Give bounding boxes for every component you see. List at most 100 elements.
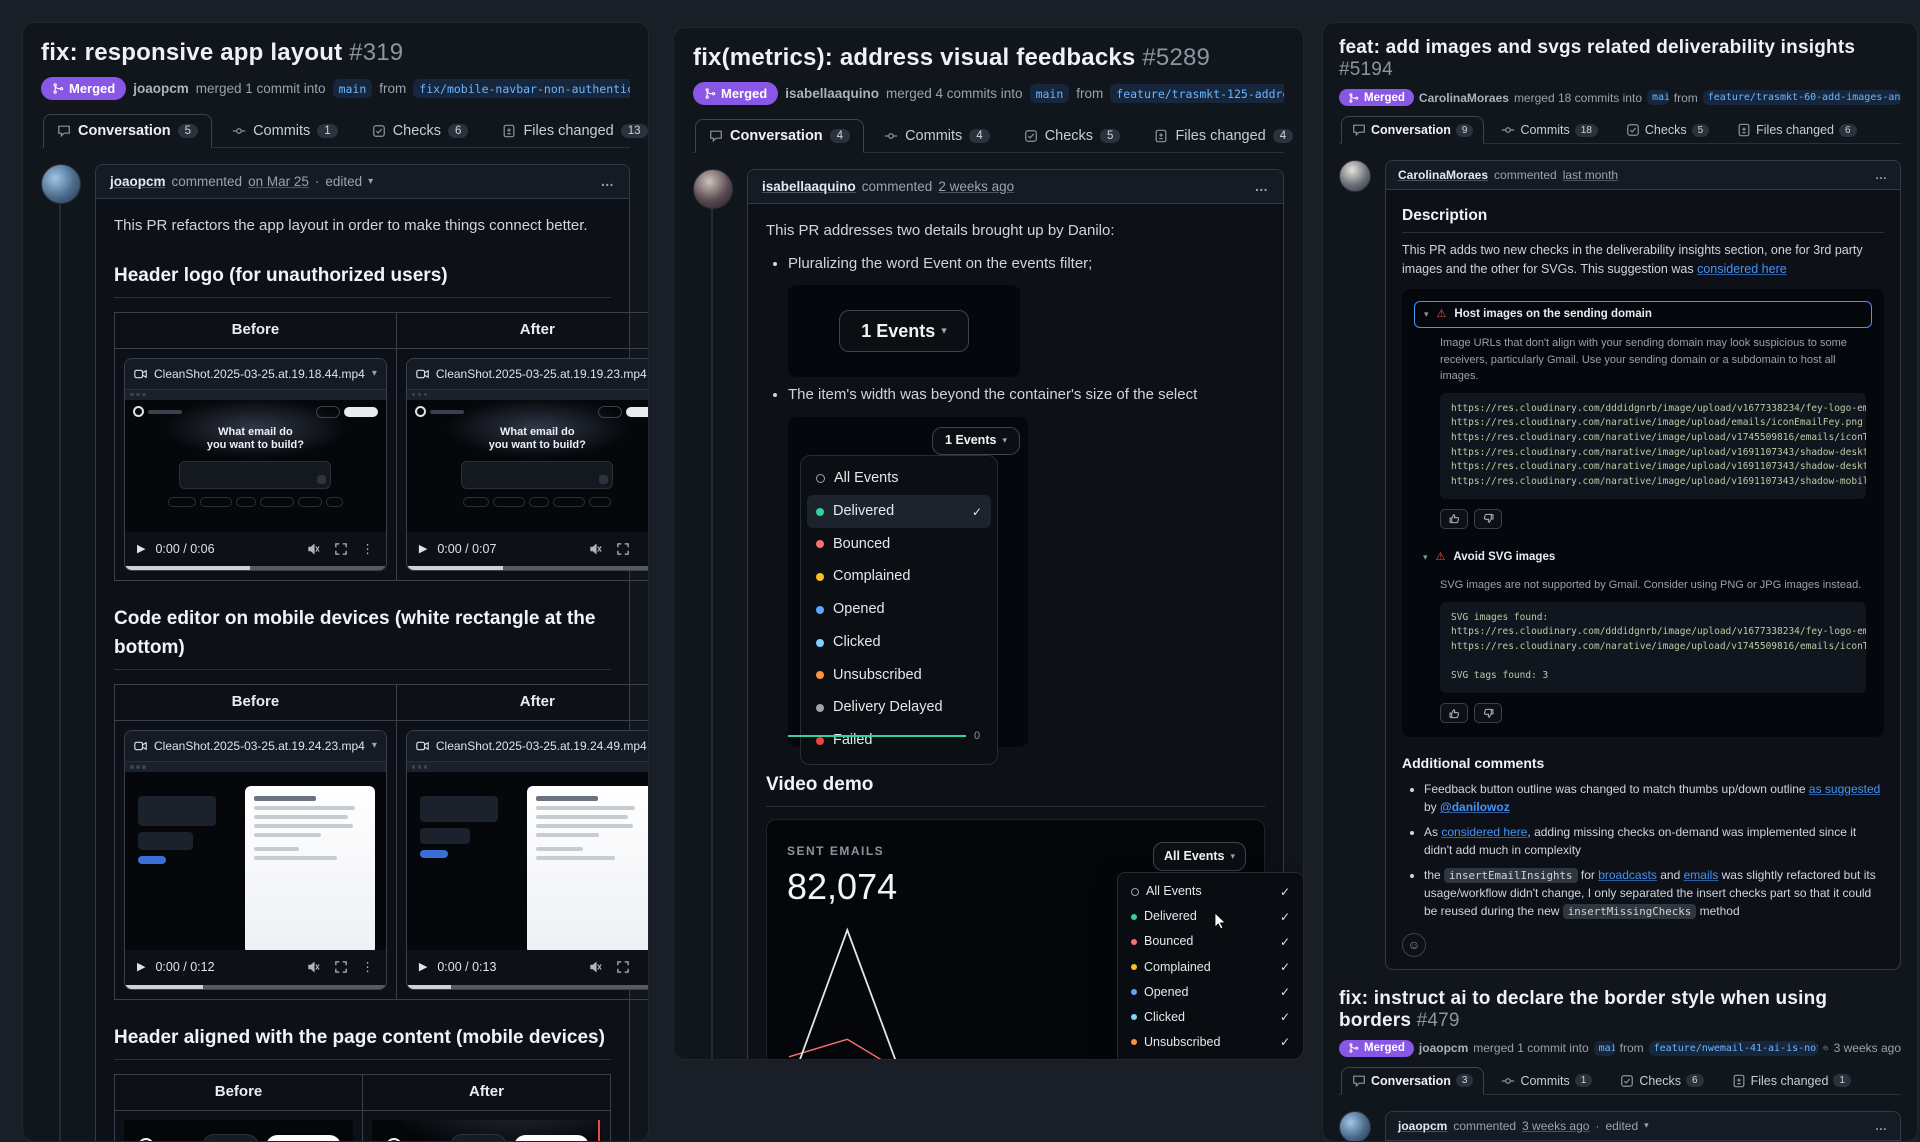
dropdown-item-bounced[interactable]: Bounced [807,528,991,561]
comment-author-link[interactable]: joaopcm [1398,1119,1447,1133]
play-button[interactable]: ▶ [419,959,427,976]
mute-icon[interactable] [589,961,603,973]
fullscreen-icon[interactable] [335,543,347,555]
add-reaction-button[interactable]: ☺ [1402,933,1426,957]
mute-icon[interactable] [307,961,321,973]
head-branch-pill[interactable]: feature/trasmkt-125-address-design-visua… [1110,84,1284,103]
play-button[interactable]: ▶ [137,541,145,558]
check-host-images[interactable]: ▾ ⚠ Host images on the sending domain [1414,301,1872,328]
video-filename-bar[interactable]: CleanShot.2025-03-25.at.19.24.49.mp4▾ [407,731,649,762]
as-suggested-link[interactable]: as suggested [1809,782,1880,796]
pr-author-link[interactable]: CarolinaMoraes [1419,91,1509,105]
thumbs-up-button[interactable] [1440,509,1468,529]
head-branch-pill[interactable]: feature/nwemail-41-ai-is-not-working-pro… [1649,1041,1818,1056]
video-progress-bar[interactable] [407,566,649,570]
video-filename-bar[interactable]: CleanShot.2025-03-25.at.19.24.23.mp4▾ [125,731,386,762]
play-button[interactable]: ▶ [419,541,427,558]
dropdown-item-failed[interactable]: Failed [807,725,991,758]
fullscreen-icon[interactable] [617,543,629,555]
avatar[interactable] [1339,1111,1371,1142]
video-demo-frame[interactable]: SENT EMAILS 82,074 All Events▾ 0 Apr, 24… [766,819,1265,1060]
dropdown-item-unsubscribed[interactable]: Unsubscribed✓ [1123,1030,1298,1055]
comment-menu-button[interactable]: … [1255,179,1270,194]
dropdown-item-clicked[interactable]: Clicked [807,626,991,659]
dropdown-item-opened[interactable]: Opened [807,594,991,627]
comment-author-link[interactable]: joaopcm [110,174,166,189]
avatar[interactable] [693,169,733,209]
video-menu-icon[interactable]: ⋮ [361,540,374,559]
dropdown-item-delivery-delayed[interactable]: Delivery Delayed [807,692,991,725]
video-menu-icon[interactable]: ⋮ [643,958,649,977]
chevron-down-icon[interactable]: ▾ [372,738,377,753]
considered-here-link[interactable]: considered here [1697,262,1787,276]
copy-icon[interactable] [1823,1042,1828,1054]
dropdown-item-all-events[interactable]: All Events✓ [1123,879,1298,904]
dropdown-item-all-events[interactable]: All Events [807,463,991,496]
edited-caret-icon[interactable]: ▾ [368,176,373,187]
comment-menu-button[interactable]: … [1875,1119,1888,1133]
comment-date-link[interactable]: 3 weeks ago [1522,1119,1589,1133]
head-branch-pill[interactable]: fix/mobile-navbar-non-authenticated [413,79,630,98]
fullscreen-icon[interactable] [335,961,347,973]
dropdown-item-delivered[interactable]: Delivered✓ [807,495,991,528]
dropdown-item-delivered[interactable]: Delivered✓ [1123,904,1298,929]
check-avoid-svg[interactable]: ▾ ⚠ Avoid SVG images [1414,545,1872,570]
pr-author-link[interactable]: joaopcm [133,81,189,96]
avatar[interactable] [1339,160,1371,192]
play-button[interactable]: ▶ [137,959,145,976]
comment-menu-button[interactable]: … [1875,168,1888,182]
chevron-down-icon[interactable]: ▾ [1424,308,1429,322]
video-frame[interactable] [125,762,386,950]
thumbs-down-button[interactable] [1474,703,1502,723]
dropdown-item-clicked[interactable]: Clicked✓ [1123,1005,1298,1030]
base-branch-pill[interactable]: main [1647,90,1669,105]
broadcasts-link[interactable]: broadcasts [1598,868,1657,882]
comment-date-link[interactable]: on Mar 25 [248,174,309,189]
thumbs-down-button[interactable] [1474,509,1502,529]
video-progress-bar[interactable] [125,566,386,570]
video-menu-icon[interactable]: ⋮ [643,540,649,559]
video-frame[interactable] [407,762,649,950]
dropdown-item-complained[interactable]: Complained [807,561,991,594]
video-menu-icon[interactable]: ⋮ [361,958,374,977]
pr-author-link[interactable]: isabellaaquino [785,86,879,101]
avatar[interactable] [41,164,81,204]
video-progress-bar[interactable] [407,985,649,989]
pr-author-link[interactable]: joaopcm [1419,1041,1468,1055]
emails-link[interactable]: emails [1684,868,1719,882]
chevron-down-icon[interactable]: ▾ [372,366,377,381]
considered-here-link[interactable]: considered here [1441,825,1527,839]
comment-author-link[interactable]: isabellaaquino [762,179,856,194]
video-filename-bar[interactable]: CleanShot.2025-03-25.at.19.19.23.mp4▾ [407,359,649,390]
video-filename-bar[interactable]: CleanShot.2025-03-25.at.19.18.44.mp4▾ [125,359,386,390]
head-branch-pill[interactable]: feature/trasmkt-60-add-images-and-svgs-r… [1703,90,1901,105]
dropdown-item-bounced[interactable]: Bounced✓ [1123,929,1298,954]
mute-icon[interactable] [589,543,603,555]
thumbs-up-button[interactable] [1440,703,1468,723]
edited-caret-icon[interactable]: ▾ [1644,1120,1649,1131]
mention-link[interactable]: @danilowoz [1440,800,1510,814]
base-branch-pill[interactable]: main [1030,84,1070,103]
mute-icon[interactable] [307,543,321,555]
comment-author-link[interactable]: CarolinaMoraes [1398,168,1488,182]
base-branch-pill[interactable]: main [333,79,373,98]
dropdown-item-unsubscribed[interactable]: Unsubscribed [807,659,991,692]
